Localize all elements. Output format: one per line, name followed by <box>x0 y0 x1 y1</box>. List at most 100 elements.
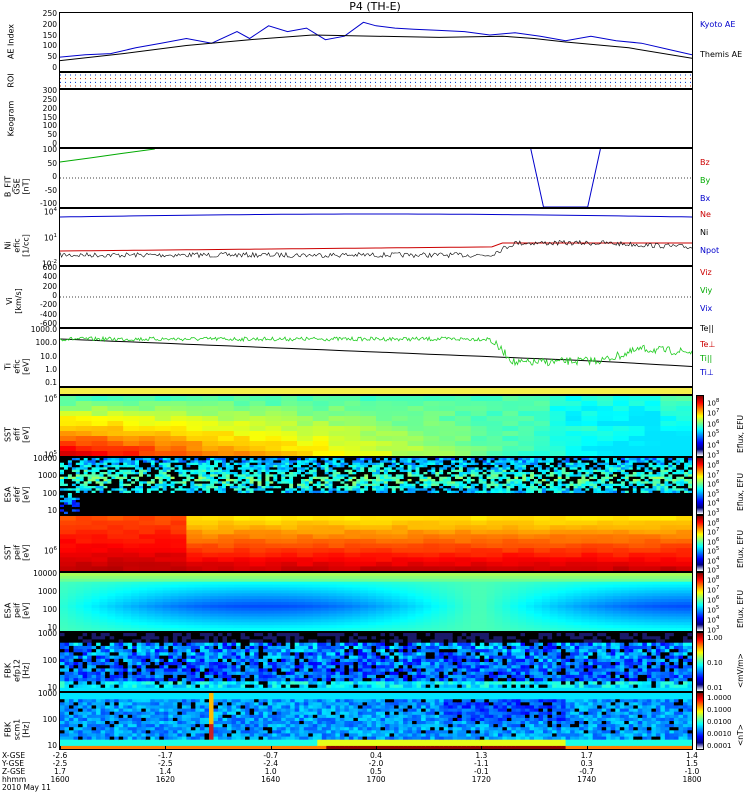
legend-entry: Ne <box>700 210 711 219</box>
y-tick-label: -50 <box>44 185 57 195</box>
colorbar <box>696 395 704 457</box>
x-tick-value: -2.5 <box>158 759 173 768</box>
x-tick-mark <box>270 746 272 750</box>
y-tick-label: 50 <box>47 130 57 140</box>
y-tick-label: 100 <box>42 41 57 51</box>
colorbar-tick: 0.01 <box>707 684 723 692</box>
y-tick-label: 100 <box>42 121 57 131</box>
colorbar-tick: 108 <box>707 518 720 528</box>
plot-canvas-4 <box>60 213 692 259</box>
x-tick-value: -1.1 <box>474 759 489 768</box>
x-tick-mark <box>692 746 693 750</box>
colorbar-tick: 107 <box>707 527 720 537</box>
y-tick-label: 104 <box>43 207 57 217</box>
y-tick-label: 100 <box>42 605 57 614</box>
y-tick-label: 101 <box>43 233 57 243</box>
y-tick-label: 100.0 <box>35 338 57 348</box>
colorbar-tick: 105 <box>707 605 720 615</box>
colorbar-label: Eflux, EFU <box>736 415 745 453</box>
y-tick-label: -100 <box>39 199 57 208</box>
x-tick-value: 1.4 <box>686 751 698 760</box>
colorbar-tick: 104 <box>707 555 720 565</box>
y-tick-label: 150 <box>42 112 57 122</box>
plot-canvas-3 <box>60 149 692 207</box>
colorbar-tick: 104 <box>707 498 720 508</box>
y-tick-label: 1000 <box>37 587 57 596</box>
ne-line <box>60 242 692 252</box>
plot-canvas-10 <box>60 516 692 571</box>
x-tick-value: 1600 <box>50 775 70 784</box>
y-tick-label: -600 <box>39 319 57 328</box>
colorbar-label: <mV/m> <box>736 653 745 688</box>
legend-entry: Ti⊥ <box>700 368 714 377</box>
strip-bar <box>60 388 692 394</box>
y-axis-label: Keogram <box>7 88 16 148</box>
y-tick-label: 10 <box>47 683 57 692</box>
x-tick-value: 1800 <box>682 775 702 784</box>
plot-panel-6 <box>59 328 693 387</box>
y-axis-label-line: Ti <box>3 362 13 370</box>
x-tick-value: 1.5 <box>686 759 698 768</box>
y-tick-label: 100 <box>42 656 57 665</box>
colorbar-tick: 103 <box>707 625 720 635</box>
x-tick-value: -2.0 <box>368 759 384 768</box>
heatmap-cells <box>60 396 692 456</box>
y-tick-label: 1000 <box>37 471 57 481</box>
x-tick-value: -1.0 <box>684 767 700 776</box>
plot-panel-1 <box>59 72 693 89</box>
legend-entry: Bx <box>700 194 711 203</box>
x-tick-value: 1620 <box>155 775 175 784</box>
x-tick-value: 0.4 <box>370 751 382 760</box>
colorbar-label: Eflux, EFU <box>736 473 745 511</box>
x-tick-value: 1740 <box>577 775 597 784</box>
x-tick-mark <box>60 746 61 750</box>
colorbar <box>696 515 704 572</box>
colorbar <box>696 692 704 750</box>
y-tick-label: 250 <box>42 9 57 18</box>
x-row-label: Z-GSE <box>2 767 26 776</box>
y-tick-label: 1000 <box>37 629 57 638</box>
colorbar-tick: 108 <box>707 460 720 470</box>
y-tick-label: 106 <box>43 394 57 404</box>
colorbar-tick: 106 <box>707 595 720 605</box>
legend-entry: Te|| <box>700 324 714 333</box>
x-tick-value: 1640 <box>261 775 281 784</box>
colorbar-tick: 107 <box>707 408 720 418</box>
x-tick-value: 1.7 <box>580 751 593 760</box>
x-tick-value: -2.6 <box>52 751 68 760</box>
y-axis-label-line: ESA <box>3 602 13 619</box>
y-tick-label: 300 <box>42 86 57 95</box>
plot-panel-9 <box>59 457 693 515</box>
colorbar <box>696 632 704 692</box>
legend-entry: Viy <box>700 286 713 295</box>
y-tick-label: 100 <box>42 145 57 154</box>
heatmap-cells <box>60 458 692 514</box>
heatmap-cells <box>60 633 692 691</box>
colorbar-label: Eflux, EFU <box>736 530 745 568</box>
plot-panel-3 <box>59 148 693 208</box>
te-line <box>60 338 692 367</box>
y-tick-label: 200 <box>42 103 57 113</box>
colorbar-tick: 0.1000 <box>707 706 732 714</box>
x-tick-value: 1.0 <box>264 767 277 776</box>
y-tick-label: 10.0 <box>40 351 57 361</box>
y-tick-label: 10000 <box>33 454 57 463</box>
colorbar-tick: 106 <box>707 418 720 429</box>
plot-canvas-5 <box>60 296 692 298</box>
b-series-line <box>60 149 155 163</box>
y-axis-label-line: FBK <box>3 662 13 679</box>
legend-entry: Bz <box>700 158 710 167</box>
y-tick-label: 0 <box>52 63 57 72</box>
y-axis-label-line: SST <box>3 544 13 560</box>
y-axis-label-line: Vi <box>5 297 14 305</box>
colorbar-tick: 107 <box>707 469 720 479</box>
plot-canvas-6 <box>60 335 692 367</box>
plot-canvas-0 <box>60 21 692 62</box>
colorbar-tick: 103 <box>707 450 720 460</box>
colorbar-tick: 103 <box>707 508 720 518</box>
y-tick-label: 600 <box>42 263 57 272</box>
y-tick-label: 150 <box>42 30 57 40</box>
y-tick-label: 1000.0 <box>30 325 57 334</box>
colorbar-tick: 108 <box>707 398 720 408</box>
y-tick-label: 250 <box>42 94 57 104</box>
